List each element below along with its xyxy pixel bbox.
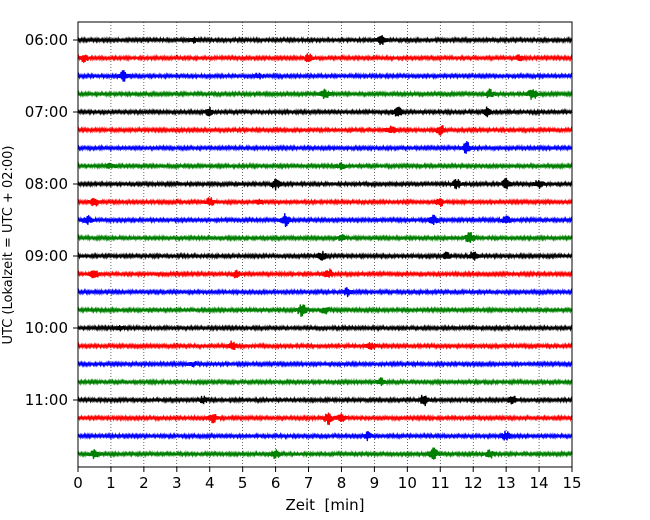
- trace-line: [77, 141, 573, 154]
- trace-line: [77, 161, 573, 171]
- x-axis: 0 1 2 3 4 5 6 7 8 9 10 11 12 13 14 15: [73, 467, 582, 492]
- x-tick-label: 6: [271, 474, 281, 492]
- trace-line: [77, 69, 573, 82]
- x-tick-label: 14: [530, 474, 549, 492]
- trace-line: [77, 430, 573, 442]
- trace-line: [77, 177, 573, 191]
- x-tick-label: 8: [337, 474, 347, 492]
- y-tick-label: 09:00: [25, 247, 68, 265]
- x-tick-label: 7: [304, 474, 314, 492]
- trace-line: [77, 268, 573, 279]
- y-axis: 06:00 07:00 08:00 09:00 10:00 11:00: [25, 31, 78, 409]
- trace-line: [77, 88, 573, 100]
- trace-line: [77, 197, 573, 207]
- trace-line: [77, 213, 573, 228]
- traces: [77, 35, 573, 460]
- trace-line: [77, 323, 573, 333]
- trace-line: [77, 231, 573, 243]
- y-tick-label: 08:00: [25, 175, 68, 193]
- x-tick-label: 1: [106, 474, 116, 492]
- trace-line: [77, 53, 573, 63]
- trace-line: [77, 359, 573, 369]
- x-tick-label: 10: [398, 474, 417, 492]
- trace-line: [77, 106, 573, 118]
- trace-line: [77, 394, 573, 407]
- y-tick-label: 11:00: [25, 391, 68, 409]
- x-tick-label: 13: [497, 474, 516, 492]
- trace-line: [77, 377, 573, 387]
- x-tick-label: 2: [139, 474, 149, 492]
- trace-line: [77, 125, 573, 136]
- x-tick-label: 15: [562, 474, 581, 492]
- y-axis-label: UTC (Lokalzeit = UTC + 02:00): [1, 146, 16, 345]
- trace-line: [77, 304, 573, 317]
- x-tick-label: 11: [431, 474, 450, 492]
- trace-line: [77, 287, 573, 298]
- x-tick-label: 9: [370, 474, 380, 492]
- x-tick-label: 5: [238, 474, 248, 492]
- x-tick-label: 4: [205, 474, 215, 492]
- y-tick-label: 07:00: [25, 103, 68, 121]
- x-tick-label: 0: [73, 474, 83, 492]
- y-tick-label: 06:00: [25, 31, 68, 49]
- plot-frame: [77, 21, 573, 468]
- trace-line: [77, 447, 573, 460]
- x-axis-label: Zeit [min]: [285, 496, 364, 514]
- x-tick-label: 3: [172, 474, 182, 492]
- trace-line: [77, 250, 573, 261]
- trace-line: [77, 340, 573, 351]
- trace-line: [77, 35, 573, 45]
- y-tick-label: 10:00: [25, 319, 68, 337]
- trace-line: [77, 412, 573, 426]
- x-tick-label: 12: [464, 474, 483, 492]
- grid: [110, 22, 540, 467]
